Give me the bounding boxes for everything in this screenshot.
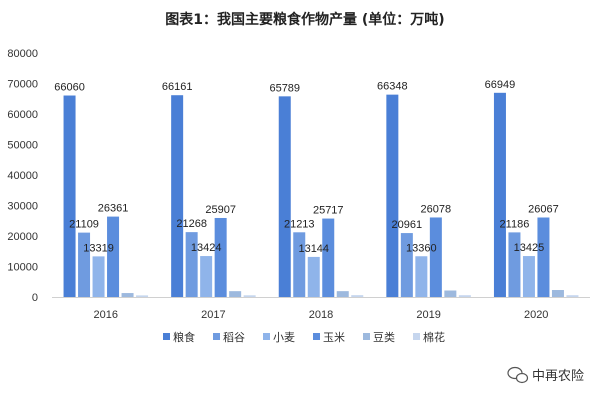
bar-棉花-2018: [351, 295, 364, 297]
y-tick-label: 20000: [7, 231, 38, 243]
data-label: 66348: [377, 81, 408, 93]
bar-豆类-2016: [121, 293, 134, 297]
data-label: 21186: [500, 218, 530, 230]
y-tick-label: 60000: [7, 109, 38, 121]
legend-swatch: [163, 333, 170, 340]
bar-豆类-2018: [336, 291, 349, 297]
x-tick-label: 2020: [524, 309, 548, 321]
data-label: 26078: [421, 203, 452, 215]
legend: 粮食 稻谷 小麦 玉米 豆类 棉花: [163, 330, 445, 344]
legend-label: 稻谷: [223, 331, 245, 344]
legend-label: 小麦: [273, 331, 295, 344]
data-label: 21213: [284, 218, 315, 230]
legend-swatch: [213, 333, 220, 340]
bars-group: [63, 92, 579, 298]
data-label: 13360: [406, 242, 437, 254]
y-tick-label: 80000: [7, 48, 38, 60]
data-label: 25717: [313, 205, 344, 217]
data-label: 21268: [176, 218, 207, 230]
bar-玉米-2020: [537, 217, 550, 297]
bar-棉花-2017: [243, 295, 256, 297]
y-tick-label: 0: [32, 292, 38, 304]
watermark-text: 中再农险: [532, 369, 584, 384]
bar-玉米-2016: [107, 216, 120, 297]
legend-label: 粮食: [173, 330, 195, 344]
x-tick-label: 2017: [201, 309, 225, 321]
bar-稻谷-2019: [400, 233, 413, 297]
chart-title: 图表1：我国主要粮食作物产量 (单位：万吨): [165, 11, 444, 28]
data-label: 25907: [205, 204, 236, 216]
bar-粮食-2017: [171, 95, 184, 297]
bar-粮食-2018: [278, 96, 291, 297]
bar-豆类-2019: [444, 290, 457, 297]
bar-豆类-2017: [229, 291, 242, 297]
data-label: 13319: [83, 242, 114, 254]
watermark: 中再农险: [507, 366, 584, 384]
bar-稻谷-2016: [78, 232, 91, 297]
bar-粮食-2019: [386, 94, 399, 297]
bar-小麦-2019: [415, 256, 428, 297]
bar-豆类-2020: [551, 290, 564, 297]
x-tick-label: 2016: [94, 309, 118, 321]
legend-label: 豆类: [373, 330, 395, 344]
legend-swatch: [313, 333, 320, 340]
legend-swatch: [263, 333, 270, 340]
legend-swatch: [413, 333, 420, 340]
data-label: 66161: [162, 81, 193, 93]
data-label: 13424: [191, 242, 222, 254]
bar-棉花-2016: [136, 295, 149, 297]
data-label: 20961: [392, 219, 423, 231]
data-label: 13425: [514, 242, 545, 254]
y-tick-label: 70000: [7, 79, 38, 91]
bar-棉花-2019: [458, 295, 471, 297]
bar-玉米-2018: [322, 218, 335, 297]
data-label: 13144: [298, 243, 329, 255]
data-label: 66949: [485, 79, 516, 91]
y-tick-label: 40000: [7, 170, 38, 182]
bar-小麦-2018: [307, 256, 320, 297]
data-label: 65789: [269, 82, 300, 94]
x-tick-label: 2018: [309, 309, 333, 321]
data-label: 66060: [54, 82, 85, 94]
bar-棉花-2020: [566, 295, 579, 297]
y-tick-label: 10000: [7, 262, 38, 274]
bar-小麦-2016: [92, 256, 105, 297]
data-label: 26067: [528, 203, 559, 215]
legend-label: 玉米: [323, 331, 345, 344]
x-tick-label: 2019: [416, 309, 440, 321]
legend-label: 棉花: [423, 330, 445, 344]
y-tick-label: 30000: [7, 201, 38, 213]
x-axis: 2016 2017 2018 2019 2020: [52, 297, 590, 321]
bar-稻谷-2018: [293, 232, 306, 297]
data-label: 21109: [69, 219, 99, 231]
y-tick-label: 50000: [7, 140, 38, 152]
bar-粮食-2020: [493, 92, 506, 298]
wechat-icon: [507, 366, 529, 384]
bar-稻谷-2017: [185, 232, 198, 297]
legend-swatch: [363, 333, 370, 340]
bar-小麦-2017: [200, 256, 213, 297]
bar-小麦-2020: [522, 256, 535, 297]
bar-玉米-2019: [429, 217, 442, 297]
bar-玉米-2017: [214, 217, 227, 297]
data-labels-group: 66060 21109 13319 26361 66161 21268 13424 25907…: [54, 79, 558, 255]
y-axis: 0 10000 20000 30000 40000 50000 60000 70000 8000…: [7, 48, 38, 304]
bar-粮食-2016: [63, 95, 76, 297]
data-label: 26361: [98, 203, 129, 215]
bar-稻谷-2020: [508, 232, 521, 297]
